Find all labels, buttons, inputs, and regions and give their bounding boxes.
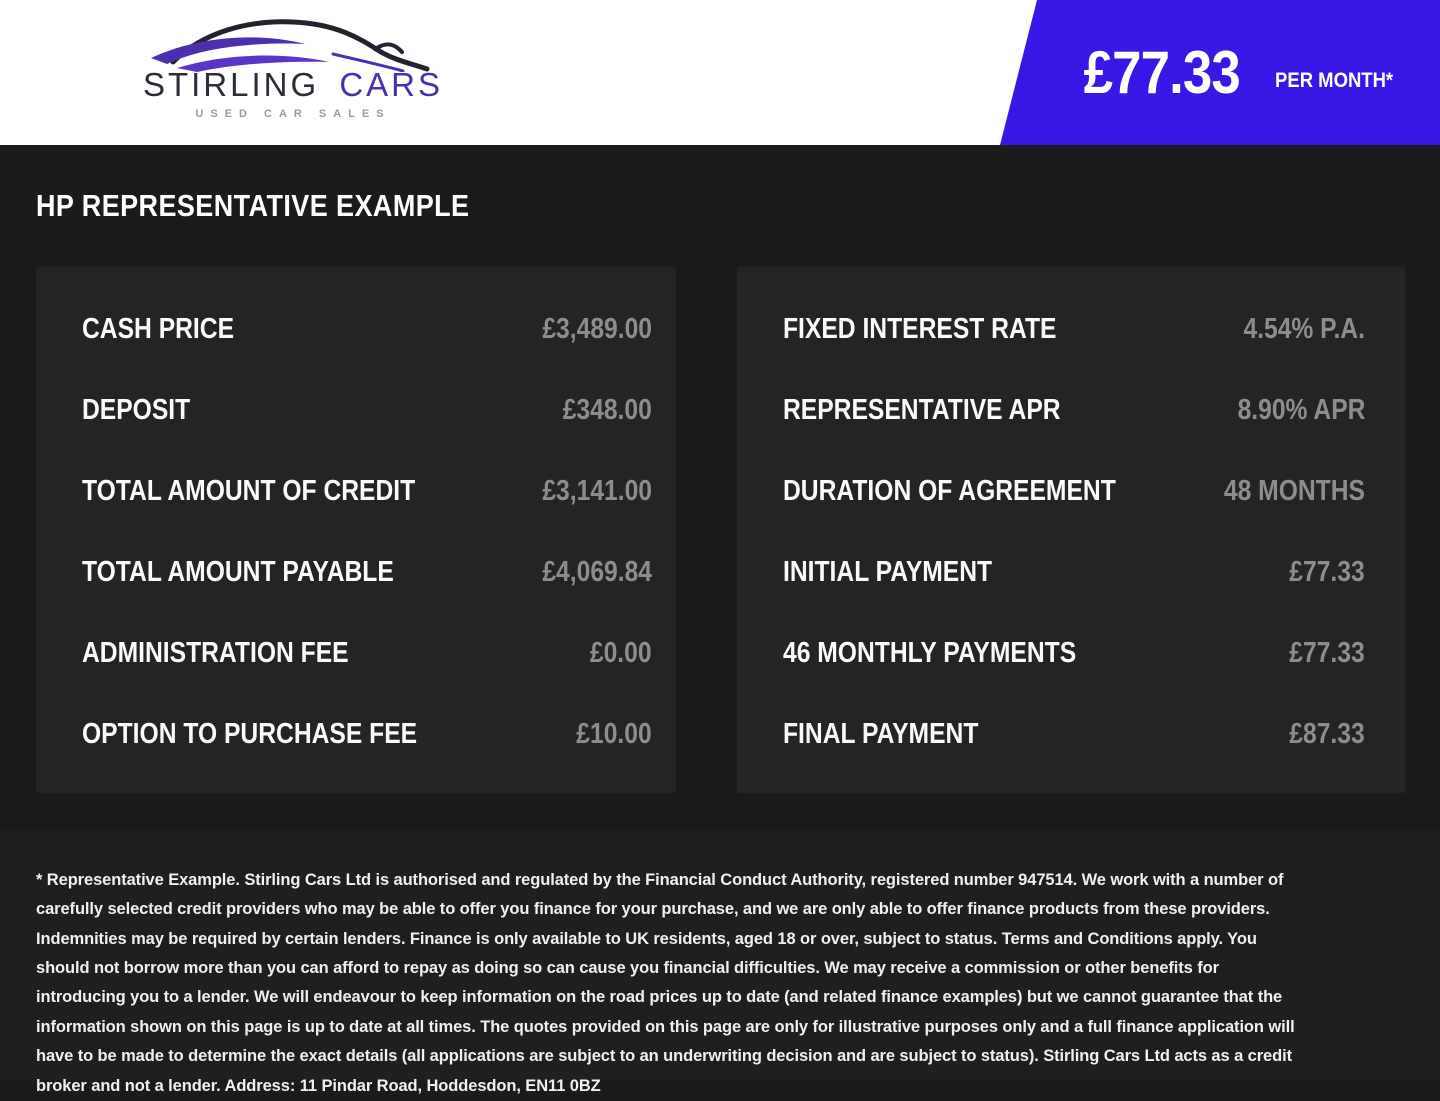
finance-row-value: £3,141.00 — [542, 475, 652, 507]
finance-row-value: £3,489.00 — [542, 313, 652, 345]
finance-row-label: OPTION TO PURCHASE FEE — [82, 718, 418, 750]
finance-row-value: £77.33 — [1289, 556, 1365, 588]
stirling-cars-logo[interactable]: STIRLING CARS USED CAR SALES — [128, 16, 458, 128]
finance-row-value: 8.90% APR — [1237, 394, 1365, 426]
finance-row-value: £348.00 — [562, 394, 652, 426]
footer: * Representative Example. Stirling Cars … — [0, 830, 1440, 1095]
finance-row-label: ADMINISTRATION FEE — [82, 637, 349, 669]
finance-row-label: INITIAL PAYMENT — [783, 556, 993, 588]
finance-row-value: 4.54% P.A. — [1243, 313, 1365, 345]
finance-row-label: DURATION OF AGREEMENT — [783, 475, 1116, 507]
finance-row-value: £4,069.84 — [542, 556, 652, 588]
finance-row-value: £77.33 — [1289, 637, 1365, 669]
header: STIRLING CARS USED CAR SALES £77.33 PER … — [0, 0, 1440, 145]
finance-row-duration: DURATION OF AGREEMENT 48 MONTHS — [737, 475, 1405, 508]
car-silhouette-icon — [151, 19, 430, 72]
page-title: HP REPRESENTATIVE EXAMPLE — [36, 188, 470, 223]
finance-panel-left: CASH PRICE £3,489.00 DEPOSIT £348.00 TOT… — [36, 267, 676, 793]
finance-row-option-fee: OPTION TO PURCHASE FEE £10.00 — [36, 718, 676, 751]
finance-row-label: FINAL PAYMENT — [783, 718, 979, 750]
price-banner: £77.33 PER MONTH* — [1000, 0, 1440, 145]
finance-row-monthly-payments: 46 MONTHLY PAYMENTS £77.33 — [737, 637, 1405, 670]
finance-row-label: CASH PRICE — [82, 313, 235, 345]
logo-brand-primary: STIRLING — [142, 66, 320, 103]
finance-panel-right: FIXED INTEREST RATE 4.54% P.A. REPRESENT… — [737, 267, 1405, 793]
finance-row-interest-rate: FIXED INTEREST RATE 4.54% P.A. — [737, 313, 1405, 346]
finance-row-apr: REPRESENTATIVE APR 8.90% APR — [737, 394, 1405, 427]
finance-row-final-payment: FINAL PAYMENT £87.33 — [737, 718, 1405, 751]
price-amount: £77.33 — [1083, 39, 1241, 106]
finance-row-label: FIXED INTEREST RATE — [783, 313, 1057, 345]
finance-row-label: TOTAL AMOUNT PAYABLE — [82, 556, 394, 588]
logo-wordmark: STIRLING CARS — [128, 68, 458, 101]
finance-row-admin-fee: ADMINISTRATION FEE £0.00 — [36, 637, 676, 670]
finance-row-value: 48 MONTHS — [1223, 475, 1365, 507]
finance-row-label: TOTAL AMOUNT OF CREDIT — [82, 475, 416, 507]
finance-row-value: £0.00 — [590, 637, 652, 669]
logo-brand-secondary: CARS — [339, 66, 444, 103]
finance-row-initial-payment: INITIAL PAYMENT £77.33 — [737, 556, 1405, 589]
finance-row-cash-price: CASH PRICE £3,489.00 — [36, 313, 676, 346]
finance-row-value: £10.00 — [576, 718, 652, 750]
finance-row-deposit: DEPOSIT £348.00 — [36, 394, 676, 427]
finance-row-total-payable: TOTAL AMOUNT PAYABLE £4,069.84 — [36, 556, 676, 589]
logo-tagline: USED CAR SALES — [195, 108, 391, 120]
finance-row-value: £87.33 — [1289, 718, 1365, 750]
disclaimer-text: * Representative Example. Stirling Cars … — [36, 871, 1295, 1095]
finance-row-label: 46 MONTHLY PAYMENTS — [783, 637, 1077, 669]
finance-row-label: DEPOSIT — [82, 394, 191, 426]
finance-row-label: REPRESENTATIVE APR — [783, 394, 1061, 426]
finance-row-total-credit: TOTAL AMOUNT OF CREDIT £3,141.00 — [36, 475, 676, 508]
price-period: PER MONTH* — [1274, 68, 1393, 92]
